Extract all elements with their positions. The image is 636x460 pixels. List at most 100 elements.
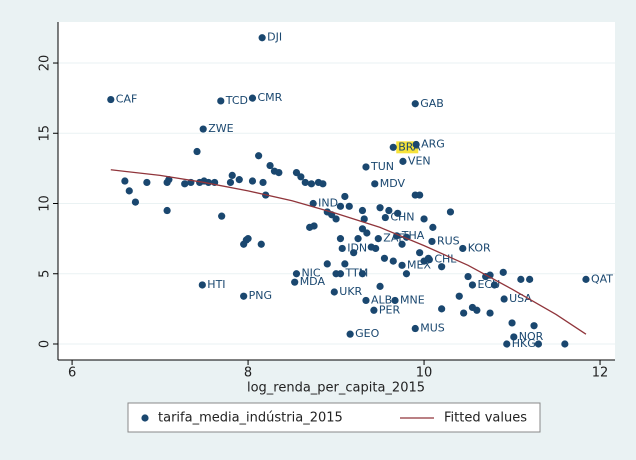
legend-label: Fitted values	[444, 411, 527, 426]
point	[455, 292, 463, 300]
point-label: CHL	[434, 253, 457, 266]
point	[464, 272, 472, 281]
y-tick-label: 0	[38, 340, 53, 348]
fitted-line	[110, 169, 587, 335]
point	[198, 281, 206, 289]
x-tick-label: 12	[592, 366, 609, 381]
point-label: DJI	[267, 31, 282, 44]
point	[258, 34, 266, 42]
point	[332, 270, 340, 278]
point-label: GEO	[355, 327, 379, 340]
point	[248, 94, 257, 102]
point	[297, 173, 305, 181]
point	[350, 249, 358, 257]
point	[561, 340, 569, 348]
point	[503, 340, 511, 348]
point	[582, 275, 590, 283]
point	[240, 292, 248, 300]
point	[389, 143, 397, 151]
point	[398, 240, 406, 248]
point	[310, 222, 318, 230]
point	[362, 296, 370, 305]
point	[360, 215, 368, 223]
point-label: HKG	[512, 337, 536, 350]
x-tick-label: 10	[416, 366, 433, 381]
point	[341, 192, 349, 201]
point	[338, 244, 346, 253]
point	[438, 263, 446, 271]
y-tick-label: 15	[38, 125, 53, 142]
point-label: HTI	[207, 278, 225, 291]
point	[499, 268, 507, 276]
point-label: ALB	[371, 293, 392, 306]
point	[534, 340, 543, 348]
point	[385, 206, 393, 215]
point	[248, 177, 257, 185]
point	[107, 95, 115, 104]
point	[275, 168, 283, 177]
y-tick-label: 20	[38, 55, 53, 72]
point	[510, 333, 518, 341]
point	[370, 306, 378, 314]
point	[244, 235, 252, 243]
point	[394, 209, 402, 217]
point-label: USA	[509, 292, 532, 305]
point	[131, 198, 140, 206]
x-axis-title: log_renda_per_capita_2015	[247, 381, 425, 396]
y-tick-label: 5	[38, 270, 53, 278]
plot-area	[58, 22, 615, 360]
point	[319, 180, 327, 188]
point-label: NIC	[301, 267, 320, 280]
point	[235, 176, 243, 184]
point	[402, 270, 411, 278]
point	[391, 296, 399, 305]
point-label: VEN	[408, 154, 431, 167]
point-label: ZWE	[208, 122, 233, 135]
point	[291, 278, 299, 286]
point	[530, 322, 538, 330]
point-label: TUN	[370, 160, 394, 173]
point	[307, 180, 316, 188]
point	[459, 244, 467, 253]
point-label: MUS	[420, 322, 445, 335]
point-label: NOR	[519, 330, 544, 343]
point	[486, 309, 494, 317]
point-label: GAB	[420, 97, 444, 110]
point	[420, 215, 428, 223]
point	[508, 319, 516, 327]
point	[354, 235, 362, 243]
legend-box	[127, 402, 541, 433]
point	[199, 125, 207, 133]
point	[217, 97, 225, 105]
point	[473, 306, 481, 314]
point	[218, 212, 226, 220]
point	[438, 305, 446, 313]
point	[429, 223, 437, 231]
legend-label: tarifa_media_indústria_2015	[158, 411, 343, 426]
point	[259, 178, 267, 187]
point	[500, 295, 508, 303]
point-label: TCD	[225, 94, 248, 107]
point	[336, 202, 345, 210]
point-label: IND	[318, 197, 338, 210]
point	[193, 147, 201, 156]
point	[376, 204, 384, 212]
point	[255, 152, 263, 160]
x-tick-label: 6	[68, 366, 76, 381]
point-label: KOR	[468, 241, 491, 254]
point	[468, 281, 477, 289]
point	[526, 275, 534, 283]
point	[380, 254, 389, 262]
point	[416, 191, 424, 199]
point	[411, 100, 419, 108]
point	[371, 180, 379, 188]
point	[399, 157, 407, 165]
point	[309, 199, 317, 208]
point	[374, 235, 382, 243]
point-label: RUS	[437, 234, 460, 247]
point	[420, 257, 428, 265]
point-label: QAT	[591, 272, 613, 285]
point	[358, 270, 367, 278]
point	[226, 178, 235, 187]
